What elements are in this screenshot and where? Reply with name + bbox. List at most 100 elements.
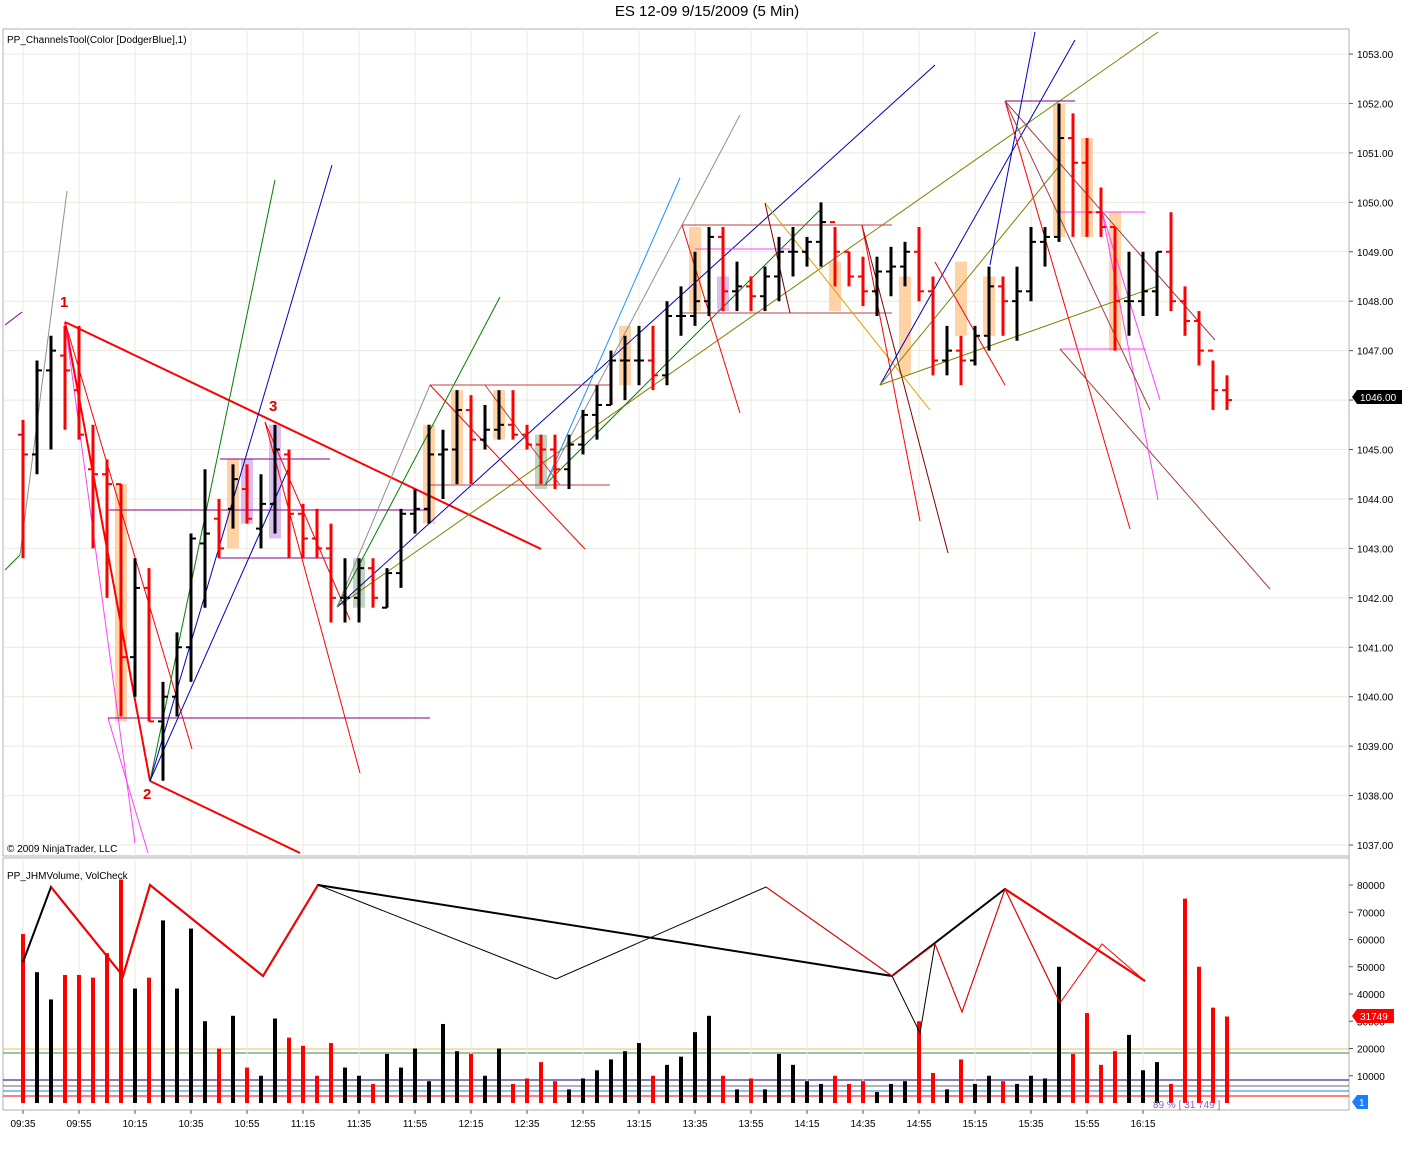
volume-bar <box>777 1053 781 1103</box>
volume-tag: 31749 <box>1352 1009 1394 1023</box>
volume-bar <box>1029 1075 1033 1103</box>
volume-bar <box>357 1075 361 1103</box>
trendline <box>264 421 361 774</box>
volume-bar <box>819 1083 823 1103</box>
price-bar <box>746 276 756 312</box>
volume-bar <box>735 1089 739 1103</box>
price-bar <box>284 449 294 559</box>
trendline <box>149 780 301 854</box>
trendline <box>544 209 821 486</box>
price-bar <box>578 409 588 455</box>
time-tick-label: 14:55 <box>906 1119 931 1130</box>
volume-bar <box>1197 966 1201 1103</box>
chart-title: ES 12-09 9/15/2009 (5 Min) <box>614 3 800 20</box>
svg-text:1: 1 <box>1359 1098 1365 1109</box>
volume-bar <box>371 1083 375 1103</box>
volume-bar <box>637 1043 641 1103</box>
price-bar <box>1026 227 1036 302</box>
volume-bar <box>63 974 67 1103</box>
volume-bar <box>875 1092 879 1103</box>
volume-stat-label: 89 % [ 31 749 ] <box>1153 1100 1220 1111</box>
time-tick-label: 15:35 <box>1018 1119 1043 1130</box>
price-bar <box>172 632 182 717</box>
volume-tick-label: 50000 <box>1357 963 1385 974</box>
volume-bar <box>217 1048 221 1103</box>
lower-indicator-label: PP_JHMVolume, VolCheck <box>7 871 129 882</box>
pivot-label-3: 3 <box>269 398 277 415</box>
trendline <box>1004 100 1131 530</box>
price-bar <box>1110 226 1120 351</box>
volume-bar <box>595 1070 599 1103</box>
price-bar <box>830 221 840 287</box>
price-bar <box>1194 311 1204 366</box>
volume-bar <box>1001 1081 1005 1103</box>
price-bar <box>648 325 658 391</box>
time-tick-label: 14:15 <box>794 1119 819 1130</box>
price-bar <box>60 325 70 430</box>
price-bar <box>494 390 504 440</box>
volume-bar <box>469 1053 473 1103</box>
volume-bar <box>175 988 179 1103</box>
time-tick-label: 11:35 <box>347 1119 372 1130</box>
price-bar <box>200 469 210 608</box>
volume-bar <box>763 1089 767 1103</box>
price-bar <box>522 424 532 450</box>
price-bar <box>270 424 280 534</box>
price-bar <box>858 256 868 307</box>
price-bar <box>816 202 826 267</box>
volume-bar <box>791 1064 795 1103</box>
volume-bar <box>21 934 25 1103</box>
volume-bar <box>147 977 151 1103</box>
price-bar <box>130 558 140 697</box>
volume-bar <box>1113 1051 1117 1103</box>
volume-bar <box>693 1032 697 1103</box>
volume-bar <box>1043 1078 1047 1103</box>
volume-bar <box>665 1064 669 1103</box>
volume-bar <box>35 972 39 1103</box>
price-bar <box>592 385 602 440</box>
volume-bar <box>189 928 193 1103</box>
price-bar <box>844 250 854 287</box>
volume-bar <box>441 1023 445 1103</box>
price-tick-label: 1037.00 <box>1357 841 1394 852</box>
volume-bar <box>245 1067 249 1103</box>
volume-bar <box>399 1067 403 1103</box>
trendline <box>879 285 1159 386</box>
trendline <box>861 224 921 522</box>
time-tick-label: 16:15 <box>1130 1119 1155 1130</box>
volume-bar <box>91 977 95 1103</box>
trendline <box>149 464 291 782</box>
price-tick-label: 1040.00 <box>1357 693 1394 704</box>
volume-bar <box>609 1059 613 1103</box>
volume-bar <box>49 999 53 1103</box>
price-bar <box>214 498 224 559</box>
price-tick-label: 1045.00 <box>1357 446 1394 457</box>
trendline <box>336 296 501 608</box>
time-tick-label: 15:15 <box>962 1119 987 1130</box>
price-bar <box>718 227 728 312</box>
volume-bar <box>119 879 123 1103</box>
time-tick-label: 10:55 <box>234 1119 259 1130</box>
trendline <box>544 114 741 486</box>
price-bar <box>186 533 196 682</box>
trendlines <box>4 31 1271 854</box>
time-tick-label: 11:15 <box>291 1119 316 1130</box>
volume-bar <box>287 1037 291 1103</box>
volume-bar <box>259 1075 263 1103</box>
price-tick-label: 1044.00 <box>1357 495 1394 506</box>
price-bar <box>1180 286 1190 336</box>
price-bar <box>970 325 980 366</box>
volume-bar <box>651 1075 655 1103</box>
volume-bar <box>161 920 165 1103</box>
price-bar <box>1082 138 1092 237</box>
price-bar <box>788 227 798 277</box>
volume-bar <box>455 1051 459 1103</box>
time-tick-label: 15:55 <box>1074 1119 1099 1130</box>
price-tick-label: 1038.00 <box>1357 792 1394 803</box>
price-bar <box>1124 251 1134 336</box>
trendline <box>4 311 23 326</box>
price-bar <box>760 266 770 312</box>
time-tick-label: 14:35 <box>850 1119 875 1130</box>
price-bar <box>676 286 686 336</box>
